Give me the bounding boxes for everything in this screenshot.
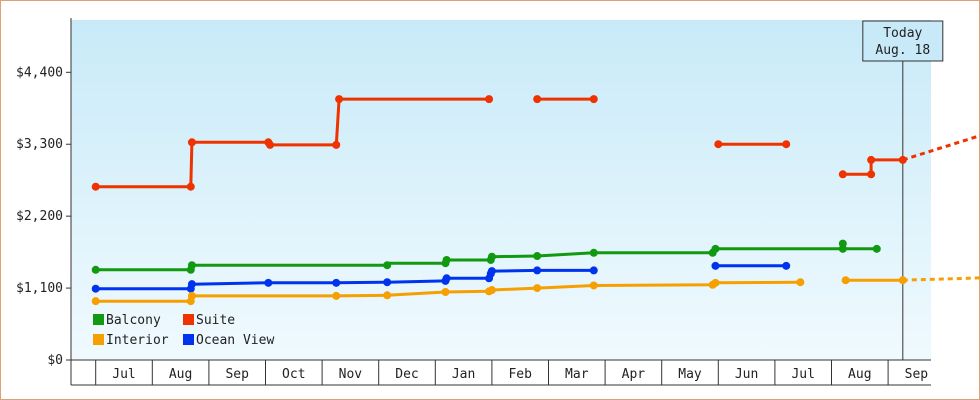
data-point-ocean-view [442,274,451,283]
x-tick-label: Jan [452,367,475,382]
legend: Balcony Suite Interior Ocean View [93,313,274,348]
x-tick-label: Oct [282,367,305,382]
data-point-ocean-view [711,261,720,270]
series-group [91,95,980,306]
x-axis: Jul Aug Sep Oct Nov Dec Jan Feb Mar Apr May Jun Jul A… [70,360,931,386]
data-point-interior [383,291,392,300]
x-tick-label: Dec [395,367,418,382]
series-suite [91,95,980,191]
data-point-ocean-view [487,267,496,276]
data-point-ocean-view [264,278,273,287]
data-point-interior [441,288,450,296]
data-point-suite [782,140,791,149]
legend-item-suite: Suite [183,313,235,328]
legend-swatch [183,314,194,325]
data-point-suite [266,140,275,149]
x-tick-label: Apr [622,367,646,382]
x-tick-label: Sep [905,367,929,382]
legend-swatch [183,334,194,345]
plot-area [71,20,931,360]
data-point-balcony [711,244,720,253]
data-point-suite [838,170,847,179]
legend-item-ocean-view: Ocean View [183,333,274,348]
data-point-interior [332,291,341,300]
data-point-balcony [442,255,451,264]
data-point-suite [714,140,723,149]
x-tick-label: Nov [339,367,363,382]
data-point-balcony [533,252,542,261]
legend-item-balcony: Balcony [93,313,161,328]
series-balcony [91,239,881,274]
data-point-balcony [187,261,196,270]
x-tick-label: Jul [112,367,135,382]
data-point-suite [332,140,341,149]
x-tick-label: Jun [735,367,758,382]
data-point-ocean-view [383,278,392,287]
x-tick-label: Feb [508,367,532,382]
data-point-interior [841,276,850,285]
data-point-suite [91,182,100,191]
legend-label: Ocean View [196,333,274,348]
series-ocean-view [91,261,791,293]
data-point-ocean-view [91,284,100,293]
legend-label: Balcony [106,313,161,328]
x-tick-label: May [678,367,702,382]
data-point-interior [589,281,598,290]
data-point-suite [335,95,344,104]
data-point-ocean-view [332,278,341,287]
data-point-ocean-view [533,266,542,275]
series-line-suite [842,158,903,176]
data-point-balcony [589,248,598,257]
legend-label: Suite [196,313,235,328]
series-projection-interior [902,276,980,282]
legend-swatch [93,334,104,345]
data-point-balcony [872,244,881,253]
today-date: Aug. 18 [875,43,930,58]
y-tick-label: $0 [47,353,63,368]
x-tick-label: Sep [225,367,249,382]
data-point-interior [91,297,100,306]
y-tick-label: $1,100 [16,281,63,296]
data-point-interior [711,278,720,287]
data-point-ocean-view [187,280,196,289]
data-point-suite [485,95,494,104]
y-tick-label: $4,400 [16,65,63,80]
today-label: Today [883,26,922,41]
data-point-suite [867,155,876,164]
data-point-ocean-view [589,266,598,275]
data-point-suite [589,95,598,104]
legend-swatch [93,314,104,325]
data-point-interior [796,278,805,287]
legend-label: Interior [106,333,169,348]
y-tick-label: $2,200 [16,209,63,224]
x-tick-label: Aug [169,367,192,382]
today-marker: Today Aug. 18 [862,20,944,360]
data-point-interior [487,286,496,295]
x-tick-label: Mar [565,367,589,382]
x-tick-label: Jul [791,367,814,382]
series-projection-suite [902,134,980,162]
data-point-suite [898,155,907,164]
legend-item-interior: Interior [93,333,169,348]
data-point-interior [898,276,907,285]
data-point-suite [867,170,876,179]
y-tick-label: $3,300 [16,137,63,152]
data-point-interior [533,284,542,293]
today-box [862,20,944,62]
data-point-suite [533,95,542,104]
series-interior [91,276,980,306]
data-point-ocean-view [782,261,791,270]
data-point-suite [187,138,196,147]
x-tick-label: Aug [848,367,871,382]
data-point-balcony [838,239,847,248]
data-point-balcony [383,261,392,270]
y-axis: $0 $1,100 $2,200 $3,300 $4,400 [16,65,71,368]
data-point-suite [186,182,195,191]
data-point-balcony [91,265,100,274]
data-point-balcony [487,252,496,261]
data-point-interior [187,291,196,300]
